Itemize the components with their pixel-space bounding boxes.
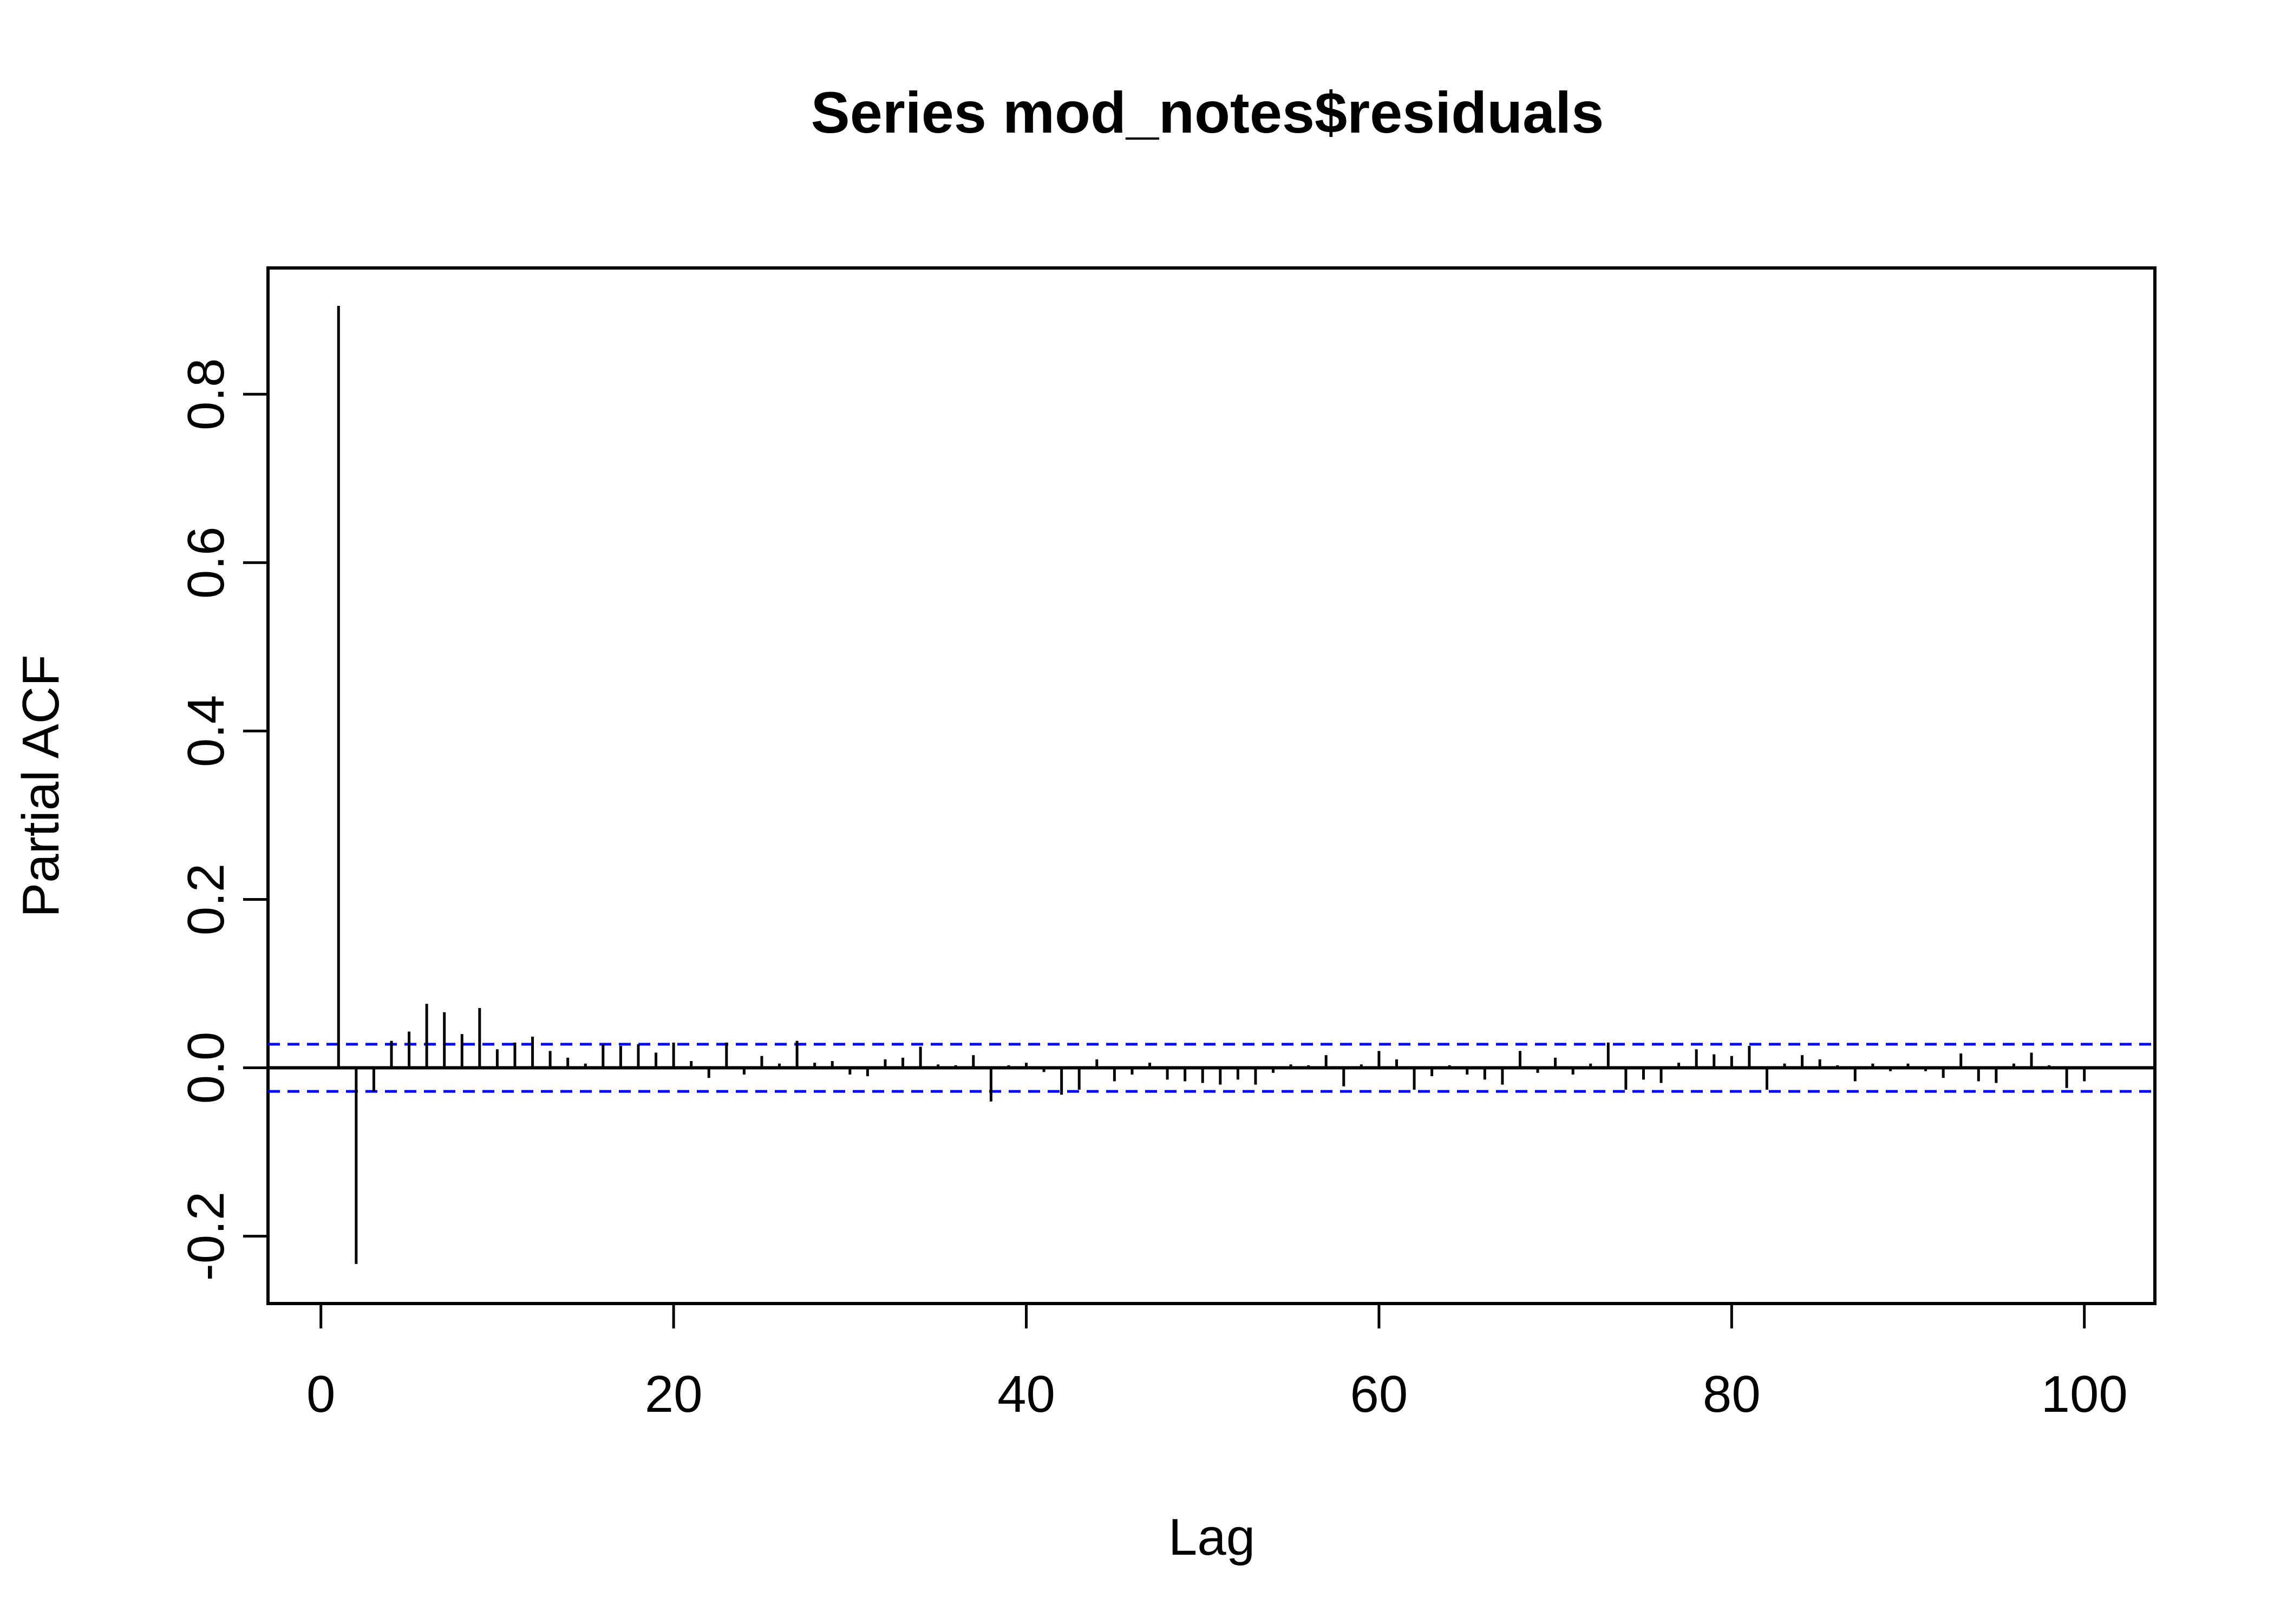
- chart-title: Series mod_notes$residuals: [811, 80, 1604, 145]
- y-tick-label: 0.8: [177, 358, 235, 430]
- y-tick-label: 0.6: [177, 527, 235, 599]
- x-axis: 0 20 40 60 80 100: [306, 1302, 2128, 1423]
- y-tick-label: 0.0: [177, 1032, 235, 1104]
- plot-frame: [266, 266, 2157, 1305]
- x-tick-label: 80: [1703, 1365, 1761, 1423]
- x-tick-label: 0: [306, 1365, 335, 1423]
- x-tick-label: 40: [997, 1365, 1055, 1423]
- y-tick-label: 0.2: [177, 863, 235, 935]
- y-axis: -0.2 0.0 0.2 0.4 0.6 0.8: [177, 358, 270, 1281]
- pacf-bars: [337, 305, 2086, 1264]
- x-tick-label: 100: [2041, 1365, 2128, 1423]
- y-tick-label: -0.2: [177, 1191, 235, 1281]
- x-tick-label: 20: [645, 1365, 703, 1423]
- x-tick-label: 60: [1350, 1365, 1408, 1423]
- y-axis-label: Partial ACF: [12, 654, 70, 917]
- y-tick-label: 0.4: [177, 695, 235, 767]
- x-axis-label: Lag: [1168, 1508, 1255, 1566]
